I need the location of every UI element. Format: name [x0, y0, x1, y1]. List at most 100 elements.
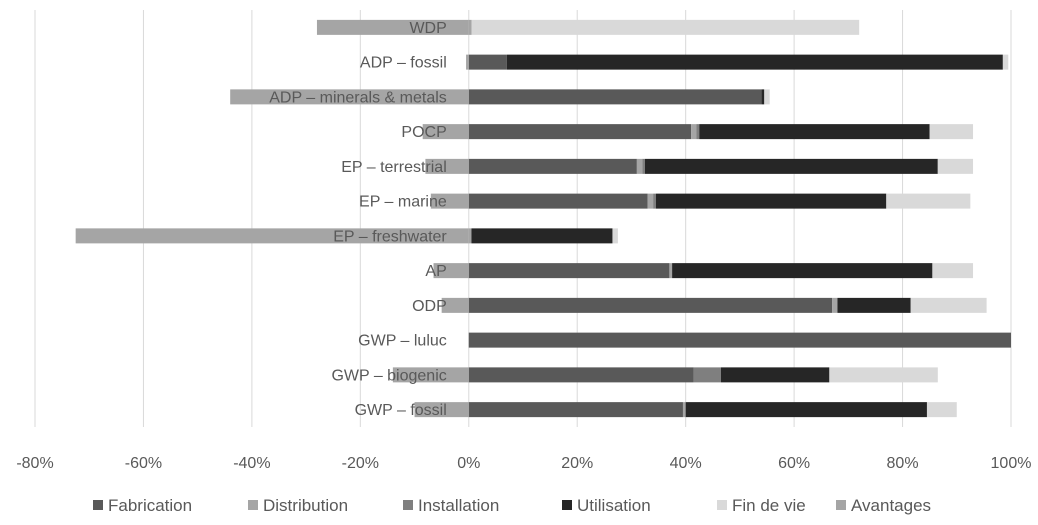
legend-swatch: [248, 500, 258, 510]
bar-distribution: [647, 193, 654, 209]
bar-installation: [696, 124, 700, 140]
bar-fabrication: [468, 332, 1011, 348]
bar-fabrication: [468, 297, 833, 313]
x-tick-label: 100%: [991, 455, 1032, 472]
bar-utilisation: [685, 402, 927, 418]
bar-installation: [642, 158, 645, 174]
bar-fin-de-vie: [937, 158, 974, 174]
bar-fin-de-vie: [612, 228, 618, 244]
legend-item: Fin de vie: [717, 496, 806, 515]
category-label: EP – freshwater: [333, 228, 447, 245]
legend-label: Utilisation: [577, 496, 651, 515]
bar-fin-de-vie: [932, 263, 974, 279]
bar-fin-de-vie: [929, 124, 974, 140]
bar-fabrication: [468, 158, 637, 174]
legend-label: Fabrication: [108, 496, 192, 515]
x-tick-label: -80%: [16, 455, 53, 472]
bar-avantages: [430, 193, 469, 209]
bar-fabrication: [468, 193, 648, 209]
bar-fin-de-vie: [926, 402, 957, 418]
x-tick-label: 40%: [670, 455, 702, 472]
legend-item: Installation: [403, 496, 499, 515]
bar-avantages: [316, 19, 469, 35]
x-axis-ticks: -80% -60% -40% -20% 0% 20% 40% 60% 80% 100%: [16, 455, 1031, 472]
bar-distribution: [682, 402, 686, 418]
x-tick-label: -20%: [342, 455, 379, 472]
category-label: EP – terrestrial: [341, 159, 447, 176]
x-tick-label: -40%: [233, 455, 270, 472]
bar-fin-de-vie: [1002, 54, 1009, 70]
bar-avantages: [441, 297, 469, 313]
bar-utilisation: [655, 193, 887, 209]
bar-fin-de-vie: [764, 89, 770, 105]
category-label: GWP – fossil: [355, 402, 447, 419]
x-tick-label: 60%: [778, 455, 810, 472]
legend: Fabrication Distribution Installation Utili…: [93, 496, 931, 515]
bar-utilisation: [761, 89, 765, 105]
legend-item: Avantages: [836, 496, 931, 515]
category-label: GWP – luluc: [358, 333, 447, 350]
bar-utilisation: [645, 158, 938, 174]
legend-label: Avantages: [851, 496, 931, 515]
bar-distribution: [669, 263, 673, 279]
bar-avantages: [433, 263, 469, 279]
legend-swatch: [562, 500, 572, 510]
bar-avantages: [392, 367, 469, 383]
legend-swatch: [717, 500, 727, 510]
category-label: AP: [425, 263, 446, 280]
bar-distribution: [636, 158, 643, 174]
x-tick-label: 80%: [887, 455, 919, 472]
category-label: EP – marine: [359, 194, 447, 211]
bar-fabrication: [468, 402, 683, 418]
bar-avantages: [466, 54, 469, 70]
legend-item: Distribution: [248, 496, 348, 515]
bar-fin-de-vie: [471, 19, 860, 35]
legend-label: Installation: [418, 496, 499, 515]
bar-distribution: [468, 228, 472, 244]
legend-swatch: [403, 500, 413, 510]
legend-label: Fin de vie: [732, 496, 806, 515]
bar-distribution: [468, 19, 472, 35]
legend-item: Utilisation: [562, 496, 651, 515]
bar-installation: [693, 367, 721, 383]
bar-fabrication: [468, 89, 762, 105]
category-label: ADP – fossil: [360, 55, 447, 72]
bars: [75, 19, 1011, 418]
bar-avantages: [425, 158, 469, 174]
x-tick-label: 20%: [561, 455, 593, 472]
x-tick-label: 0%: [457, 455, 480, 472]
category-label: ODP: [412, 298, 447, 315]
bar-utilisation: [837, 297, 911, 313]
bar-fabrication: [468, 54, 507, 70]
bar-fabrication: [468, 124, 692, 140]
legend-swatch: [93, 500, 103, 510]
bar-installation: [653, 193, 656, 209]
bar-fin-de-vie: [829, 367, 938, 383]
bar-utilisation: [720, 367, 830, 383]
bar-utilisation: [506, 54, 1003, 70]
gridlines: [34, 10, 1012, 427]
bar-utilisation: [699, 124, 930, 140]
bar-avantages: [422, 124, 469, 140]
bar-fin-de-vie: [886, 193, 971, 209]
category-label: ADP – minerals & metals: [269, 89, 447, 106]
bar-avantages: [230, 89, 469, 105]
category-label: GWP – biogenic: [331, 367, 446, 384]
x-tick-label: -60%: [125, 455, 162, 472]
bar-utilisation: [672, 263, 933, 279]
bar-fin-de-vie: [910, 297, 987, 313]
bar-distribution: [832, 297, 838, 313]
category-labels: WDP ADP – fossil ADP – minerals & metals PO…: [269, 20, 447, 419]
bar-fabrication: [468, 263, 670, 279]
category-label: WDP: [409, 20, 446, 37]
bar-avantages: [75, 228, 469, 244]
bar-distribution: [691, 124, 697, 140]
legend-item: Fabrication: [93, 496, 192, 515]
bar-utilisation: [471, 228, 613, 244]
category-label: POCP: [401, 124, 446, 141]
legend-label: Distribution: [263, 496, 348, 515]
bar-avantages: [414, 402, 469, 418]
bar-fabrication: [468, 367, 694, 383]
